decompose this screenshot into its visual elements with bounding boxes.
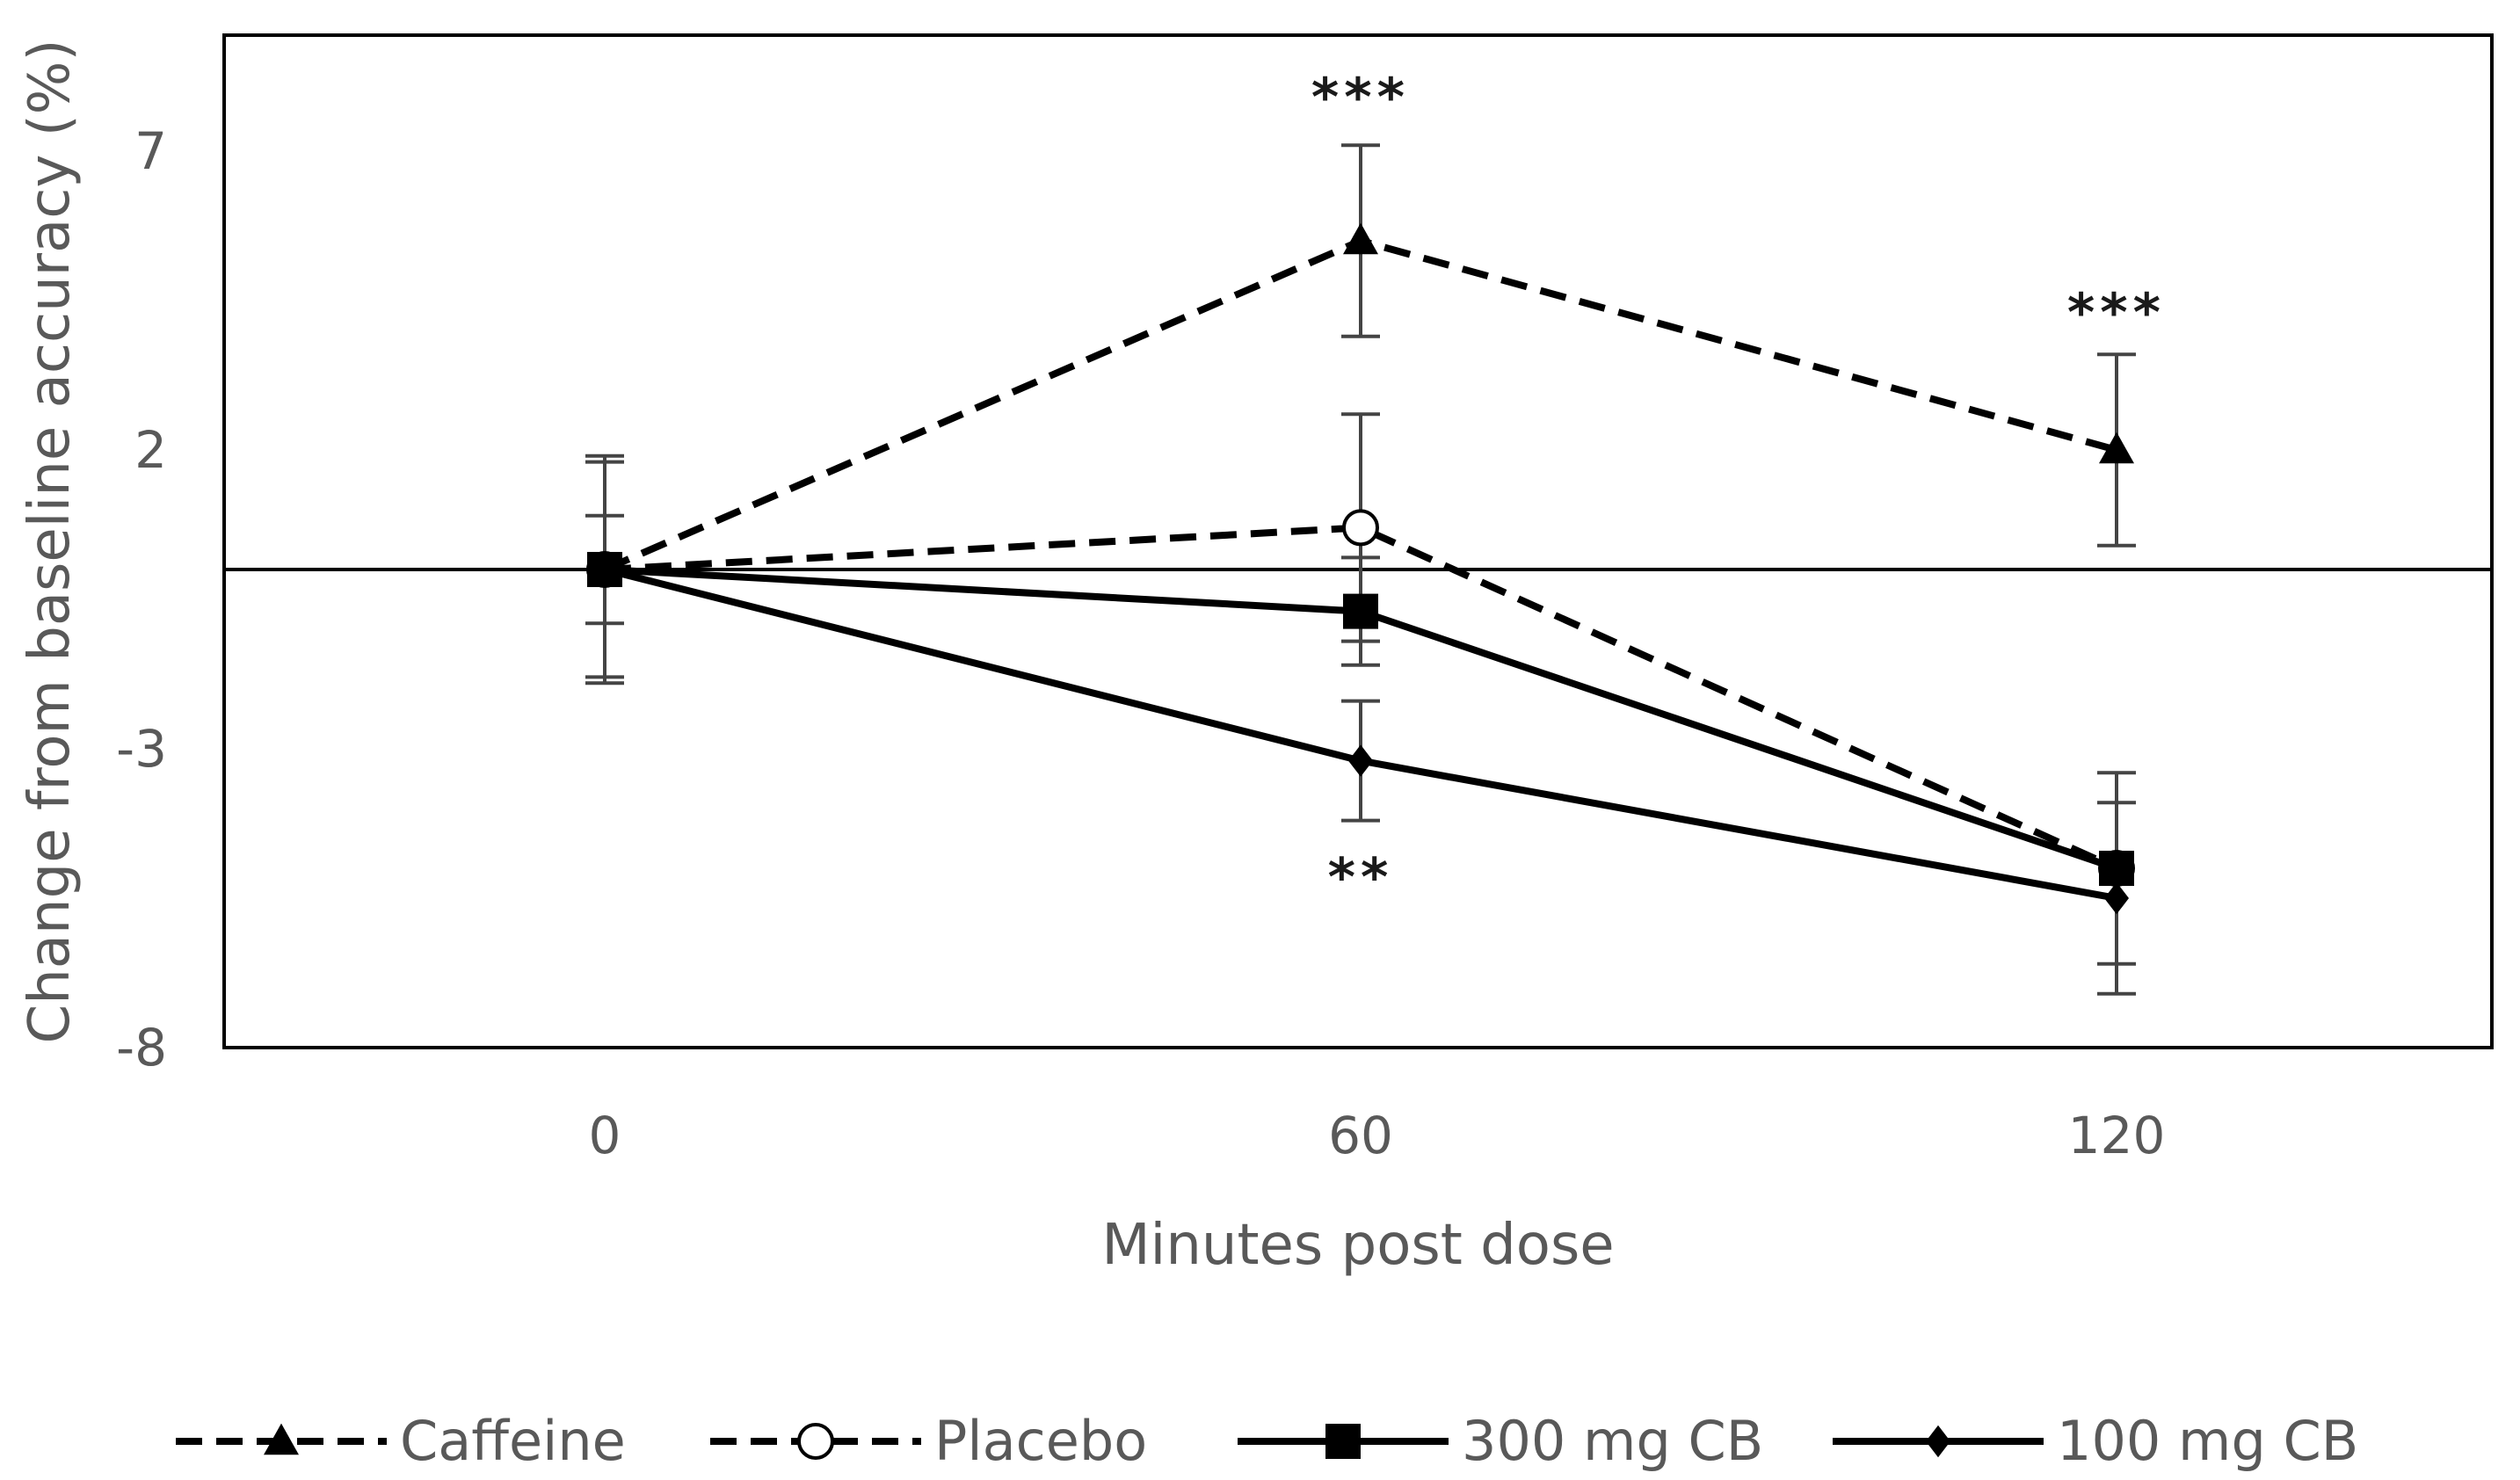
series-line-placebo [604, 524, 2118, 872]
data-point-placebo [1342, 509, 1379, 547]
y-tick-label: -8 [116, 1018, 167, 1077]
y-tick-label: 7 [134, 121, 167, 181]
y-tick-label: -3 [116, 719, 167, 779]
data-point-300-mg-cb [2099, 851, 2134, 886]
x-tick-label: 120 [2068, 1106, 2166, 1165]
y-tick-labels: 7 2 -3 -8 [116, 121, 167, 1077]
plot-frame [222, 33, 2494, 1049]
data-point-300-mg-cb [1343, 593, 1378, 629]
legend: Caffeine Placebo 300 mg CB 100 mg CB [176, 1409, 2358, 1473]
data-point-caffeine [587, 551, 622, 584]
y-axis-title: Change from baseline accuracy (%) [18, 40, 83, 1044]
legend-label: 100 mg CB [2057, 1409, 2358, 1473]
legend-marker [264, 1423, 299, 1455]
y-tick-label: 2 [134, 420, 167, 480]
x-tick-label: 0 [589, 1106, 621, 1165]
x-tick-label: 60 [1328, 1106, 1393, 1165]
x-axis-title: Minutes post dose [1101, 1213, 1614, 1278]
significance-annotations: ******** [1311, 67, 2166, 908]
significance-label: *** [1311, 67, 1410, 128]
significance-label: *** [2067, 282, 2166, 344]
significance-label: ** [1328, 846, 1394, 908]
x-tick-labels: 0 60 120 [589, 1106, 2166, 1165]
legend-marker [1325, 1424, 1361, 1459]
legend-label: 300 mg CB [1462, 1409, 1763, 1473]
data-point-caffeine [1343, 222, 1378, 255]
series-markers [586, 222, 2135, 915]
legend-label: Caffeine [400, 1409, 626, 1473]
legend-marker [797, 1423, 834, 1460]
error-bars [585, 143, 2136, 996]
data-point-100-mg-cb [1348, 744, 1373, 777]
legend-label: Placebo [934, 1409, 1147, 1473]
legend-marker [1926, 1425, 1950, 1458]
data-point-100-mg-cb [2104, 881, 2129, 915]
data-point-caffeine [2099, 432, 2134, 464]
